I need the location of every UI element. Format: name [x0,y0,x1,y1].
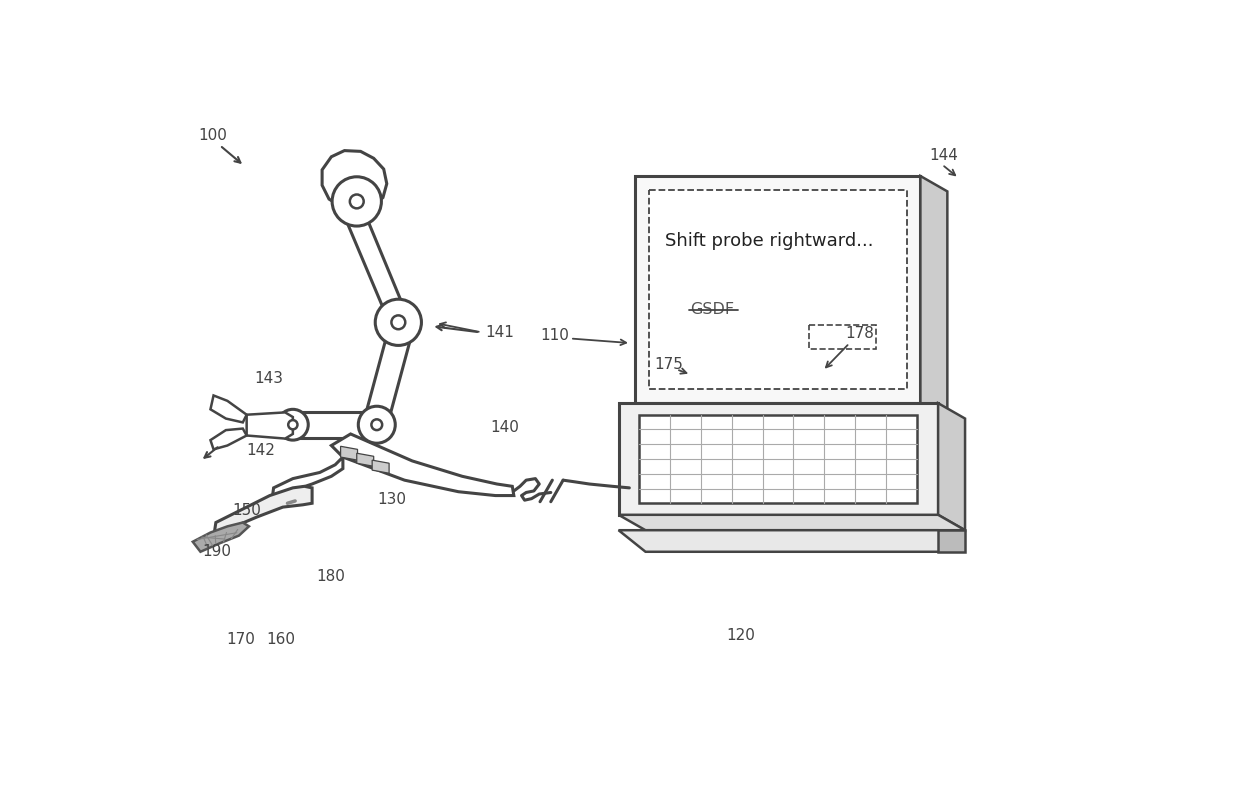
Polygon shape [211,396,247,423]
Polygon shape [341,446,357,460]
Text: 160: 160 [265,632,295,647]
Text: 120: 120 [727,628,755,643]
Text: 100: 100 [198,128,227,143]
Polygon shape [357,454,373,466]
Polygon shape [365,339,410,419]
Circle shape [278,409,309,440]
Polygon shape [939,531,965,552]
Text: 178: 178 [846,327,874,341]
Polygon shape [211,428,247,450]
Text: 175: 175 [655,357,683,372]
Polygon shape [346,220,408,319]
Polygon shape [920,176,947,419]
Circle shape [288,420,298,429]
Text: GSDF: GSDF [691,302,734,317]
Circle shape [392,316,405,329]
Text: 110: 110 [541,328,569,343]
Bar [650,190,906,389]
Bar [635,176,920,403]
Polygon shape [619,531,965,552]
Text: 150: 150 [232,504,260,519]
Polygon shape [272,457,343,500]
Bar [640,415,916,504]
Circle shape [332,177,382,226]
Polygon shape [293,412,377,438]
Circle shape [358,406,396,443]
Polygon shape [322,151,387,209]
Text: 142: 142 [247,443,275,458]
Polygon shape [192,523,249,552]
Bar [808,325,875,350]
Circle shape [372,419,382,430]
Polygon shape [372,460,389,473]
Bar [619,403,939,515]
Text: 143: 143 [254,371,284,386]
Text: Shift probe rightward...: Shift probe rightward... [665,232,873,250]
Text: 130: 130 [377,492,407,507]
Text: 141: 141 [485,325,515,340]
Text: 170: 170 [226,632,254,647]
Text: 144: 144 [930,147,959,163]
Polygon shape [331,434,513,496]
Polygon shape [247,412,293,439]
Polygon shape [619,515,965,531]
Text: 180: 180 [316,569,345,584]
Circle shape [350,194,363,209]
Text: 190: 190 [203,543,232,558]
Polygon shape [939,403,965,531]
Text: 140: 140 [491,420,520,435]
Polygon shape [213,486,312,538]
Circle shape [376,299,422,346]
